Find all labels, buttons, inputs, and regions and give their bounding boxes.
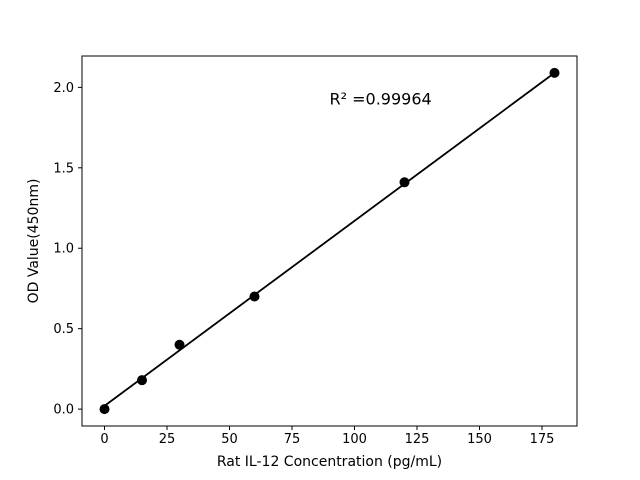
- y-tick-label: 0.5: [53, 322, 74, 337]
- x-tick-label: 75: [284, 432, 301, 447]
- x-tick-label: 0: [100, 432, 108, 447]
- y-axis-label: OD Value(450nm): [26, 179, 42, 304]
- x-tick-label: 150: [467, 432, 492, 447]
- data-point: [99, 404, 110, 415]
- data-point: [549, 67, 560, 78]
- y-tick-label: 0.0: [53, 403, 74, 418]
- x-axis-label: Rat IL-12 Concentration (pg/mL): [217, 454, 442, 470]
- x-tick-label: 125: [405, 432, 430, 447]
- data-point: [399, 177, 410, 188]
- x-tick-label: 175: [530, 432, 555, 447]
- trend-line: [103, 71, 556, 407]
- r-squared-annotation: R² =0.99964: [330, 90, 432, 109]
- x-tick-label: 100: [342, 432, 367, 447]
- y-tick-label: 1.0: [53, 242, 74, 257]
- x-tick-label: 25: [159, 432, 176, 447]
- y-tick-label: 2.0: [53, 81, 74, 96]
- data-point: [249, 291, 260, 302]
- y-tick-label: 1.5: [53, 161, 74, 176]
- x-tick-label: 50: [221, 432, 238, 447]
- data-point: [137, 375, 147, 386]
- axes-frame: [81, 55, 578, 427]
- data-point: [174, 339, 185, 350]
